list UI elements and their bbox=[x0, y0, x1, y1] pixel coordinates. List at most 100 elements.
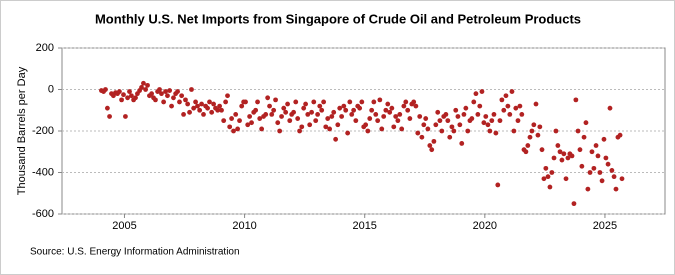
data-point bbox=[433, 122, 439, 128]
data-point bbox=[563, 176, 569, 182]
data-point bbox=[207, 99, 212, 105]
data-point bbox=[443, 112, 449, 117]
data-point bbox=[117, 89, 122, 94]
data-point bbox=[499, 97, 505, 103]
x-tick-label: 2005 bbox=[112, 220, 136, 232]
data-point bbox=[271, 107, 277, 113]
data-point bbox=[275, 120, 281, 126]
data-point bbox=[429, 147, 435, 153]
data-point bbox=[263, 112, 269, 117]
data-point bbox=[519, 112, 525, 117]
data-point bbox=[319, 107, 325, 113]
data-point bbox=[265, 95, 271, 101]
data-point bbox=[583, 120, 589, 126]
data-point bbox=[153, 97, 158, 103]
data-point bbox=[535, 132, 541, 138]
data-point bbox=[219, 107, 224, 113]
data-point bbox=[475, 112, 481, 117]
data-point bbox=[321, 99, 327, 105]
data-point bbox=[141, 80, 146, 86]
data-point bbox=[307, 122, 313, 128]
data-point bbox=[497, 118, 503, 124]
data-point bbox=[399, 126, 405, 132]
data-point bbox=[367, 116, 373, 121]
data-point bbox=[165, 93, 170, 99]
data-point bbox=[543, 165, 549, 171]
data-point bbox=[337, 105, 343, 111]
data-point bbox=[449, 124, 455, 130]
data-point bbox=[547, 184, 553, 190]
data-point bbox=[363, 122, 369, 128]
data-point bbox=[389, 105, 395, 111]
data-point bbox=[317, 103, 323, 109]
data-point bbox=[381, 114, 387, 119]
data-point bbox=[239, 103, 245, 109]
data-point bbox=[217, 103, 222, 109]
data-point bbox=[199, 101, 204, 107]
data-point bbox=[481, 120, 487, 126]
data-point bbox=[335, 122, 341, 128]
data-point bbox=[457, 122, 463, 128]
data-point bbox=[221, 118, 227, 124]
data-point bbox=[293, 99, 299, 105]
data-point bbox=[343, 107, 349, 113]
data-point bbox=[461, 112, 467, 117]
data-point bbox=[503, 93, 509, 99]
data-point bbox=[103, 87, 108, 92]
data-point bbox=[169, 103, 174, 109]
data-point bbox=[559, 157, 565, 163]
data-point bbox=[121, 92, 126, 98]
data-point bbox=[139, 85, 144, 90]
data-point bbox=[197, 107, 203, 113]
data-point bbox=[417, 114, 423, 119]
data-point bbox=[415, 130, 421, 136]
data-point bbox=[485, 122, 491, 128]
data-point bbox=[579, 163, 585, 169]
data-point bbox=[553, 128, 559, 134]
data-point bbox=[267, 103, 272, 109]
data-point bbox=[311, 99, 317, 105]
data-point bbox=[323, 124, 329, 130]
data-point bbox=[525, 143, 531, 148]
data-point bbox=[619, 176, 625, 182]
data-point bbox=[223, 99, 229, 105]
data-point bbox=[205, 105, 210, 111]
data-point bbox=[617, 132, 623, 138]
data-point bbox=[329, 114, 335, 119]
data-point bbox=[425, 126, 431, 132]
data-point bbox=[581, 134, 587, 140]
data-point bbox=[511, 128, 517, 134]
x-tick-label: 2015 bbox=[352, 220, 376, 232]
data-point bbox=[157, 87, 162, 92]
data-point bbox=[167, 88, 173, 93]
data-point bbox=[517, 103, 523, 109]
data-point bbox=[397, 112, 403, 117]
data-point bbox=[465, 128, 471, 134]
data-point bbox=[351, 107, 357, 113]
data-point bbox=[303, 101, 309, 107]
data-point bbox=[373, 112, 379, 117]
x-tick-label: 2025 bbox=[593, 220, 617, 232]
data-point bbox=[541, 176, 547, 182]
data-point bbox=[201, 112, 206, 117]
data-point bbox=[585, 186, 591, 192]
data-point bbox=[171, 95, 176, 101]
data-point bbox=[489, 118, 495, 124]
data-point bbox=[231, 128, 236, 134]
data-point bbox=[369, 107, 375, 113]
data-point bbox=[611, 174, 617, 180]
data-point bbox=[129, 93, 134, 99]
data-point bbox=[181, 112, 186, 117]
data-point bbox=[565, 155, 571, 161]
data-point bbox=[253, 107, 259, 113]
data-point bbox=[177, 99, 182, 105]
data-point bbox=[385, 101, 391, 107]
data-point bbox=[501, 107, 507, 113]
y-tick-label: -200 bbox=[32, 125, 54, 137]
data-point bbox=[573, 97, 579, 103]
data-point bbox=[597, 170, 603, 175]
data-point bbox=[187, 109, 192, 115]
data-point bbox=[413, 103, 419, 109]
